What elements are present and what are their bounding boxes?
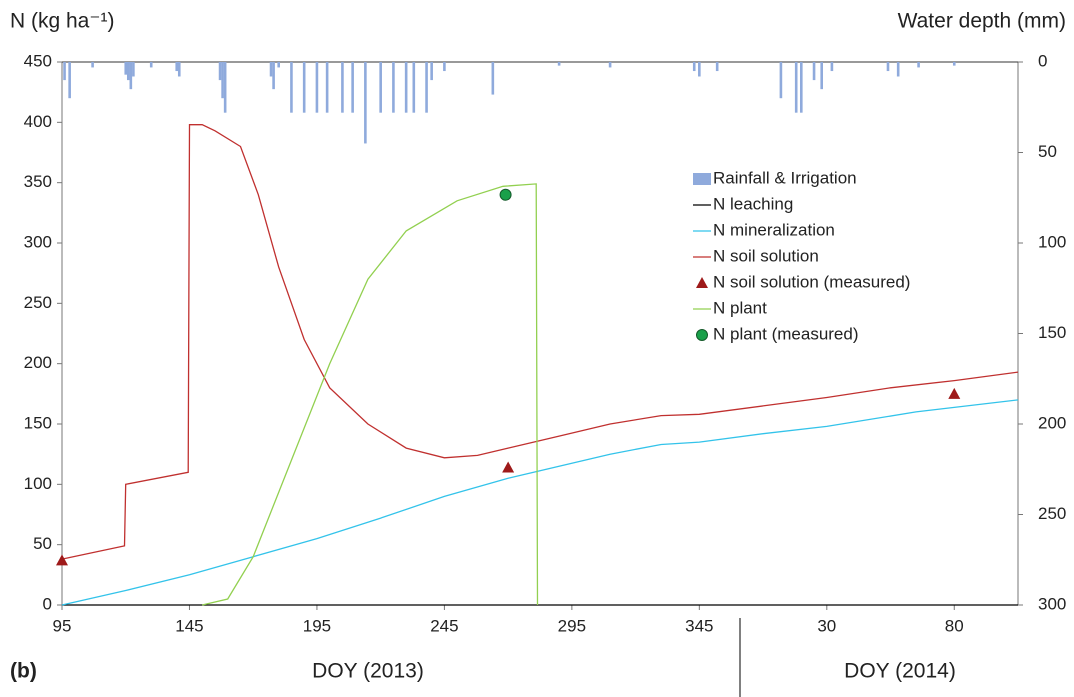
rain-bar (175, 62, 179, 72)
y-tick-label: 350 (24, 172, 52, 191)
y-tick-label: 400 (24, 112, 52, 131)
y-axis-title: N (kg ha⁻¹) (10, 10, 114, 33)
y2-tick-label: 50 (1038, 142, 1057, 161)
rain-bar (272, 62, 275, 90)
rain-bar (221, 62, 224, 99)
legend-label: N soil solution (measured) (713, 272, 910, 291)
rain-bar (91, 62, 94, 68)
rain-bar (608, 62, 612, 68)
rain-bar (779, 62, 783, 99)
legend-swatch (696, 277, 708, 288)
rain-bar (302, 62, 306, 113)
x-tick-label: 80 (945, 616, 964, 635)
rain-bar (223, 62, 227, 113)
rain-bar (132, 62, 135, 77)
series-line (202, 183, 539, 606)
rain-bar (794, 62, 798, 113)
rain-bar (952, 62, 956, 66)
x-tick-label: 345 (685, 616, 713, 635)
rain-bar (443, 62, 446, 72)
legend-label: N leaching (713, 194, 793, 213)
y2-tick-label: 100 (1038, 232, 1066, 251)
rain-bar (692, 62, 696, 72)
y-tick-label: 200 (24, 353, 52, 372)
legend-label: N soil solution (713, 246, 819, 265)
rain-bar (149, 62, 153, 68)
rain-bar (425, 62, 428, 113)
rain-bar (896, 62, 900, 77)
measured-point (499, 188, 512, 201)
x-tick-label: 30 (817, 616, 836, 635)
y2-axis-title: Water depth (mm) (898, 10, 1066, 33)
y-tick-label: 300 (24, 232, 52, 251)
measured-point (502, 461, 515, 473)
y2-tick-label: 0 (1038, 51, 1047, 70)
rain-bar (404, 62, 408, 113)
panel-label: (b) (10, 660, 37, 683)
legend-swatch (693, 173, 711, 185)
rain-bar (351, 62, 354, 113)
x-tick-label: 245 (430, 616, 458, 635)
rain-bar (379, 62, 382, 113)
rain-bar (430, 62, 433, 81)
rain-bar (126, 62, 130, 81)
rain-bar (557, 62, 561, 66)
legend-label: N plant (713, 298, 767, 317)
y-tick-label: 0 (43, 594, 52, 613)
x-tick-label: 95 (53, 616, 72, 635)
rain-bar (830, 62, 834, 72)
rain-bar (129, 62, 133, 90)
measured-point (948, 387, 961, 399)
rain-bar (177, 62, 181, 77)
measured-point (56, 554, 68, 566)
rain-bar (715, 62, 719, 72)
x-tick-label: 145 (175, 616, 203, 635)
series-line (61, 399, 1019, 606)
legend-label: Rainfall & Irrigation (713, 168, 857, 187)
y-tick-label: 250 (24, 293, 52, 312)
rain-bar (290, 62, 293, 113)
rain-bar (277, 62, 280, 68)
rain-bar (820, 62, 824, 90)
rain-bar (341, 62, 344, 113)
rain-bar (325, 62, 329, 113)
rain-bar (412, 62, 416, 113)
y-tick-label: 150 (24, 413, 52, 432)
rain-bar (491, 62, 495, 95)
rain-bar (315, 62, 319, 113)
series-line (61, 124, 1019, 560)
y2-tick-label: 300 (1038, 594, 1066, 613)
rain-bar (63, 62, 66, 81)
y2-tick-label: 250 (1038, 504, 1066, 523)
rain-bar (917, 62, 920, 68)
x-tick-label: 295 (558, 616, 586, 635)
rain-bar (124, 62, 128, 75)
y2-tick-label: 200 (1038, 413, 1066, 432)
rain-bar (68, 62, 71, 99)
rain-bar (800, 62, 803, 113)
y2-tick-label: 150 (1038, 323, 1066, 342)
y-tick-label: 450 (24, 51, 52, 70)
rain-bar (812, 62, 816, 81)
legend-label: N mineralization (713, 220, 835, 239)
x-tick-label: 195 (303, 616, 331, 635)
rain-bar (364, 62, 367, 144)
rain-bar (269, 62, 273, 77)
x-axis-title: DOY (2014) (844, 660, 956, 683)
legend-label: N plant (measured) (713, 324, 859, 343)
rain-bar (218, 62, 222, 81)
rain-bar (392, 62, 395, 113)
rain-bar (886, 62, 890, 72)
legend-swatch (696, 329, 708, 341)
y-tick-label: 50 (33, 534, 52, 553)
x-axis-title: DOY (2013) (312, 660, 424, 683)
y-tick-label: 100 (24, 474, 52, 493)
rain-bar (698, 62, 701, 77)
